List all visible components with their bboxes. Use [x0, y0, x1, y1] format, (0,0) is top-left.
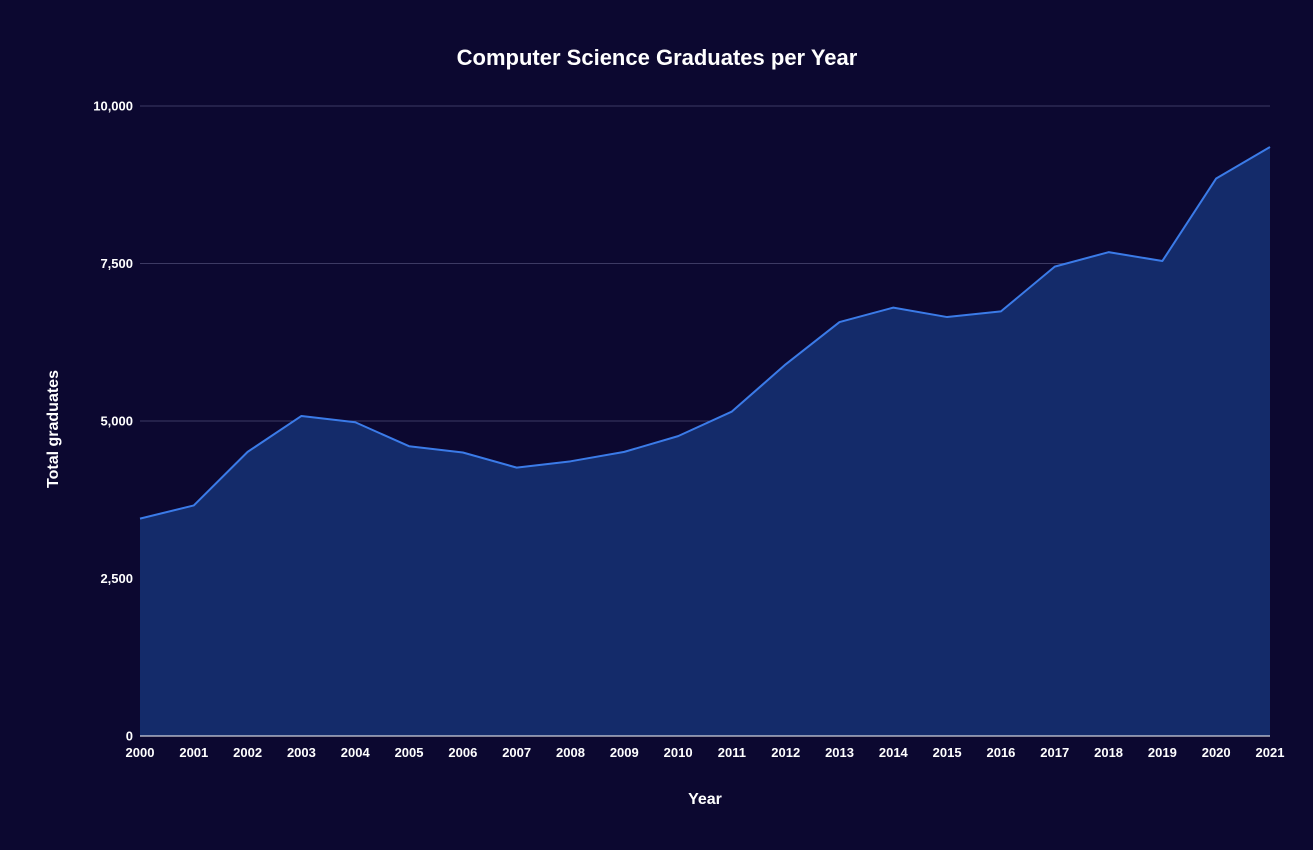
- chart-title: Computer Science Graduates per Year: [457, 45, 858, 70]
- x-tick-label: 2015: [933, 745, 962, 760]
- series-line: [139, 146, 1271, 520]
- y-tick-label: 10,000: [93, 99, 133, 114]
- y-tick-label: 5,000: [100, 414, 133, 429]
- x-tick-label: 2013: [825, 745, 854, 760]
- plot-area: [139, 146, 1271, 737]
- x-axis-ticks: 2000 2001 2002 2003 2004 2005 2006 2007 2008 2009…: [126, 745, 1285, 760]
- x-tick-label: 2010: [664, 745, 693, 760]
- x-tick-label: 2020: [1202, 745, 1231, 760]
- x-tick-label: 2005: [395, 745, 424, 760]
- x-tick-label: 2019: [1148, 745, 1177, 760]
- x-tick-label: 2004: [341, 745, 371, 760]
- x-tick-label: 2006: [448, 745, 477, 760]
- x-tick-label: 2017: [1040, 745, 1069, 760]
- x-tick-label: 2003: [287, 745, 316, 760]
- x-tick-label: 2000: [126, 745, 155, 760]
- y-axis-ticks: 0 2,500 5,000 7,500 10,000: [93, 99, 133, 744]
- x-tick-label: 2002: [233, 745, 262, 760]
- x-tick-label: 2012: [771, 745, 800, 760]
- y-tick-label: 7,500: [100, 256, 133, 271]
- y-tick-label: 0: [126, 729, 133, 744]
- x-tick-label: 2011: [718, 745, 746, 760]
- x-tick-label: 2001: [179, 745, 208, 760]
- y-axis-title: Total graduates: [45, 370, 62, 488]
- x-axis-title: Year: [688, 791, 722, 808]
- x-tick-label: 2014: [879, 745, 909, 760]
- x-tick-label: 2021: [1256, 745, 1285, 760]
- y-tick-label: 2,500: [100, 571, 133, 586]
- x-tick-label: 2007: [502, 745, 531, 760]
- x-tick-label: 2008: [556, 745, 585, 760]
- x-tick-label: 2009: [610, 745, 639, 760]
- series-area-fill: [140, 146, 1270, 736]
- x-tick-label: 2016: [986, 745, 1015, 760]
- x-tick-label: 2018: [1094, 745, 1123, 760]
